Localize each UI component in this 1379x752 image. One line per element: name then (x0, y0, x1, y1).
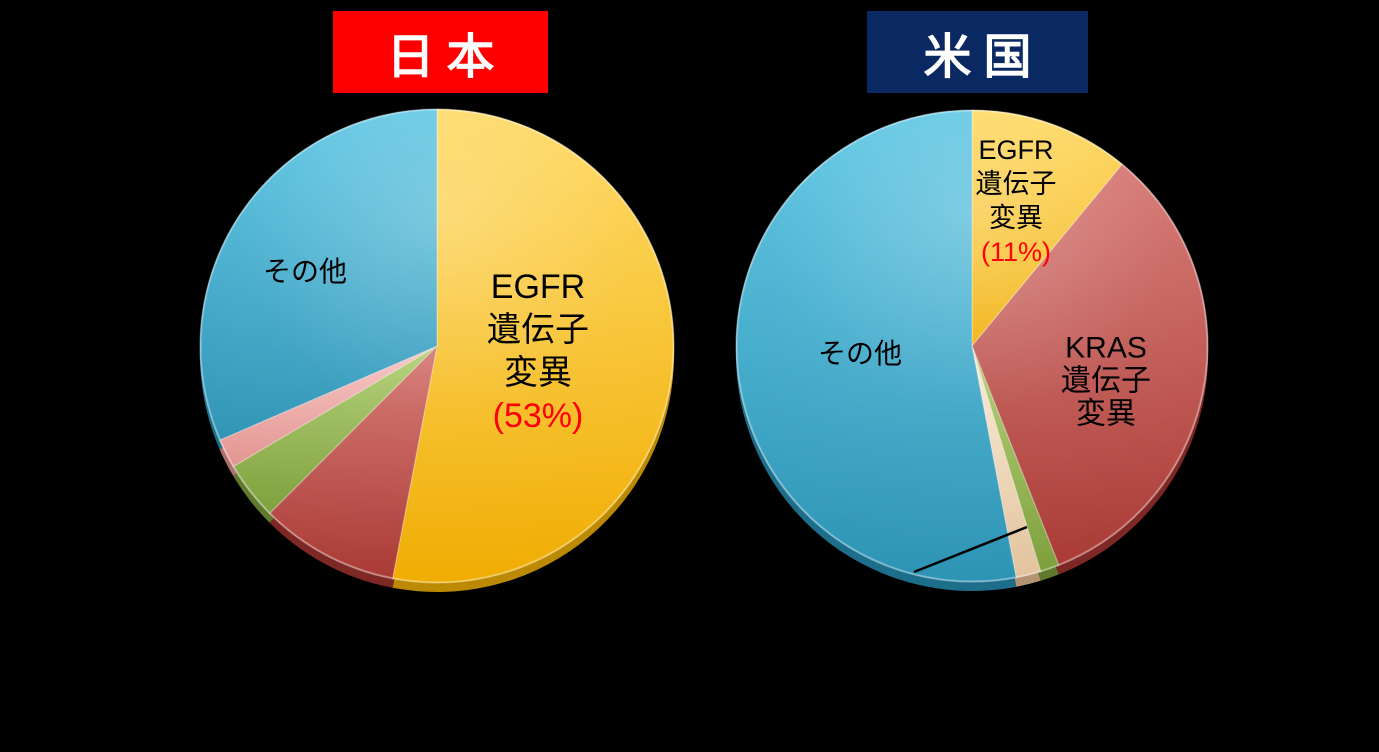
label-us-other: その他 (817, 338, 903, 369)
leader-line (913, 525, 1028, 574)
pie-japan (199, 108, 675, 592)
label-japan-egfr-line1: EGFR (490, 268, 586, 306)
pie-us (735, 109, 1209, 592)
label-us-kras-line2: 遺伝子 (1061, 364, 1151, 398)
title-japan-label: 日本 (386, 31, 507, 84)
label-japan-other: その他 (262, 256, 348, 287)
title-us-box: 米国 (867, 11, 1088, 93)
label-us-egfr-pct: (11%) (980, 237, 1052, 267)
label-japan-egfr-line2: 遺伝子 (487, 311, 589, 349)
label-us-egfr: EGFR 遺伝子 変異 (11%) (976, 133, 1057, 269)
label-japan-egfr: EGFR 遺伝子 変異 (53%) (487, 266, 589, 438)
label-us-kras: KRAS 遺伝子 変異 (1061, 332, 1151, 431)
title-japan-box: 日本 (333, 11, 548, 93)
label-us-egfr-line2: 遺伝子 (975, 169, 1057, 199)
title-us-label: 米国 (923, 31, 1044, 84)
label-us-egfr-line1: EGFR (978, 135, 1054, 165)
label-japan-egfr-pct: (53%) (492, 397, 584, 435)
label-us-kras-line3: 変異 (1076, 397, 1136, 431)
label-us-kras-line1: KRAS (1065, 331, 1147, 365)
label-us-egfr-line3: 変異 (989, 203, 1043, 233)
label-japan-egfr-line3: 変異 (504, 354, 572, 392)
